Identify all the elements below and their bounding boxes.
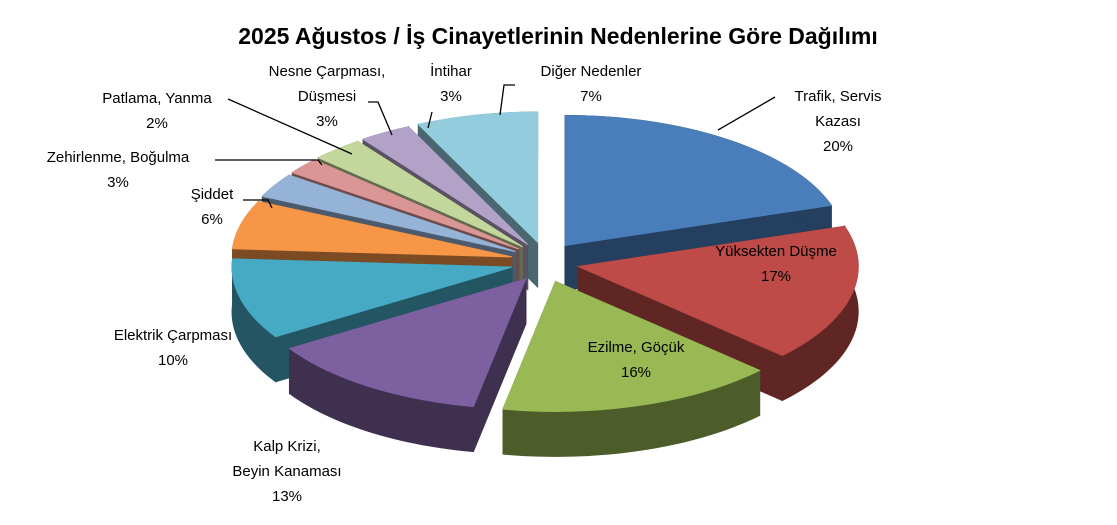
slice — [317, 140, 523, 248]
value-label: 13% — [272, 488, 302, 505]
value-label: 3% — [316, 113, 338, 130]
slice-label: Yüksekten Düşme — [715, 243, 837, 260]
leader-line — [243, 199, 273, 209]
value-label: 6% — [201, 211, 223, 228]
slice — [417, 111, 539, 244]
leader-line — [427, 111, 433, 129]
slice-label: Kazası — [815, 113, 861, 130]
slice-label: Kalp Krizi, — [253, 438, 321, 455]
slice — [231, 258, 513, 338]
slice-label: Şiddet — [191, 186, 234, 203]
slice-label: Nesne Çarpması, — [269, 63, 386, 80]
slice-label: Zehirlenme, Boğulma — [47, 149, 190, 166]
slice-label: Düşmesi — [298, 88, 356, 105]
slice-label: Diğer Nedenler — [541, 63, 642, 80]
value-label: 3% — [440, 88, 462, 105]
slice — [232, 201, 513, 258]
value-label: 16% — [621, 364, 651, 381]
slice-label: Trafik, Servis — [795, 88, 882, 105]
leader-line — [227, 98, 353, 155]
value-label: 17% — [761, 268, 791, 285]
slice-label: Beyin Kanaması — [232, 463, 341, 480]
slice-label: Elektrik Çarpması — [114, 327, 232, 344]
slice — [576, 225, 859, 356]
slice — [261, 174, 516, 253]
leader-line — [368, 101, 393, 136]
value-label: 7% — [580, 88, 602, 105]
slice — [502, 280, 761, 412]
leader-line — [215, 159, 323, 166]
leader-line — [499, 84, 515, 116]
leader-line — [717, 96, 776, 131]
value-label: 10% — [158, 352, 188, 369]
value-label: 20% — [823, 138, 853, 155]
value-label: 2% — [146, 115, 168, 132]
slice — [564, 114, 833, 247]
value-label: 3% — [107, 174, 129, 191]
slice-label: Patlama, Yanma — [102, 90, 212, 107]
slice-label: İntihar — [430, 62, 472, 80]
chart-title: 2025 Ağustos / İş Cinayetlerinin Nedenle… — [238, 23, 878, 49]
slice — [288, 278, 527, 408]
slice-label: Ezilme, Göçük — [588, 339, 685, 356]
slice — [361, 126, 529, 245]
